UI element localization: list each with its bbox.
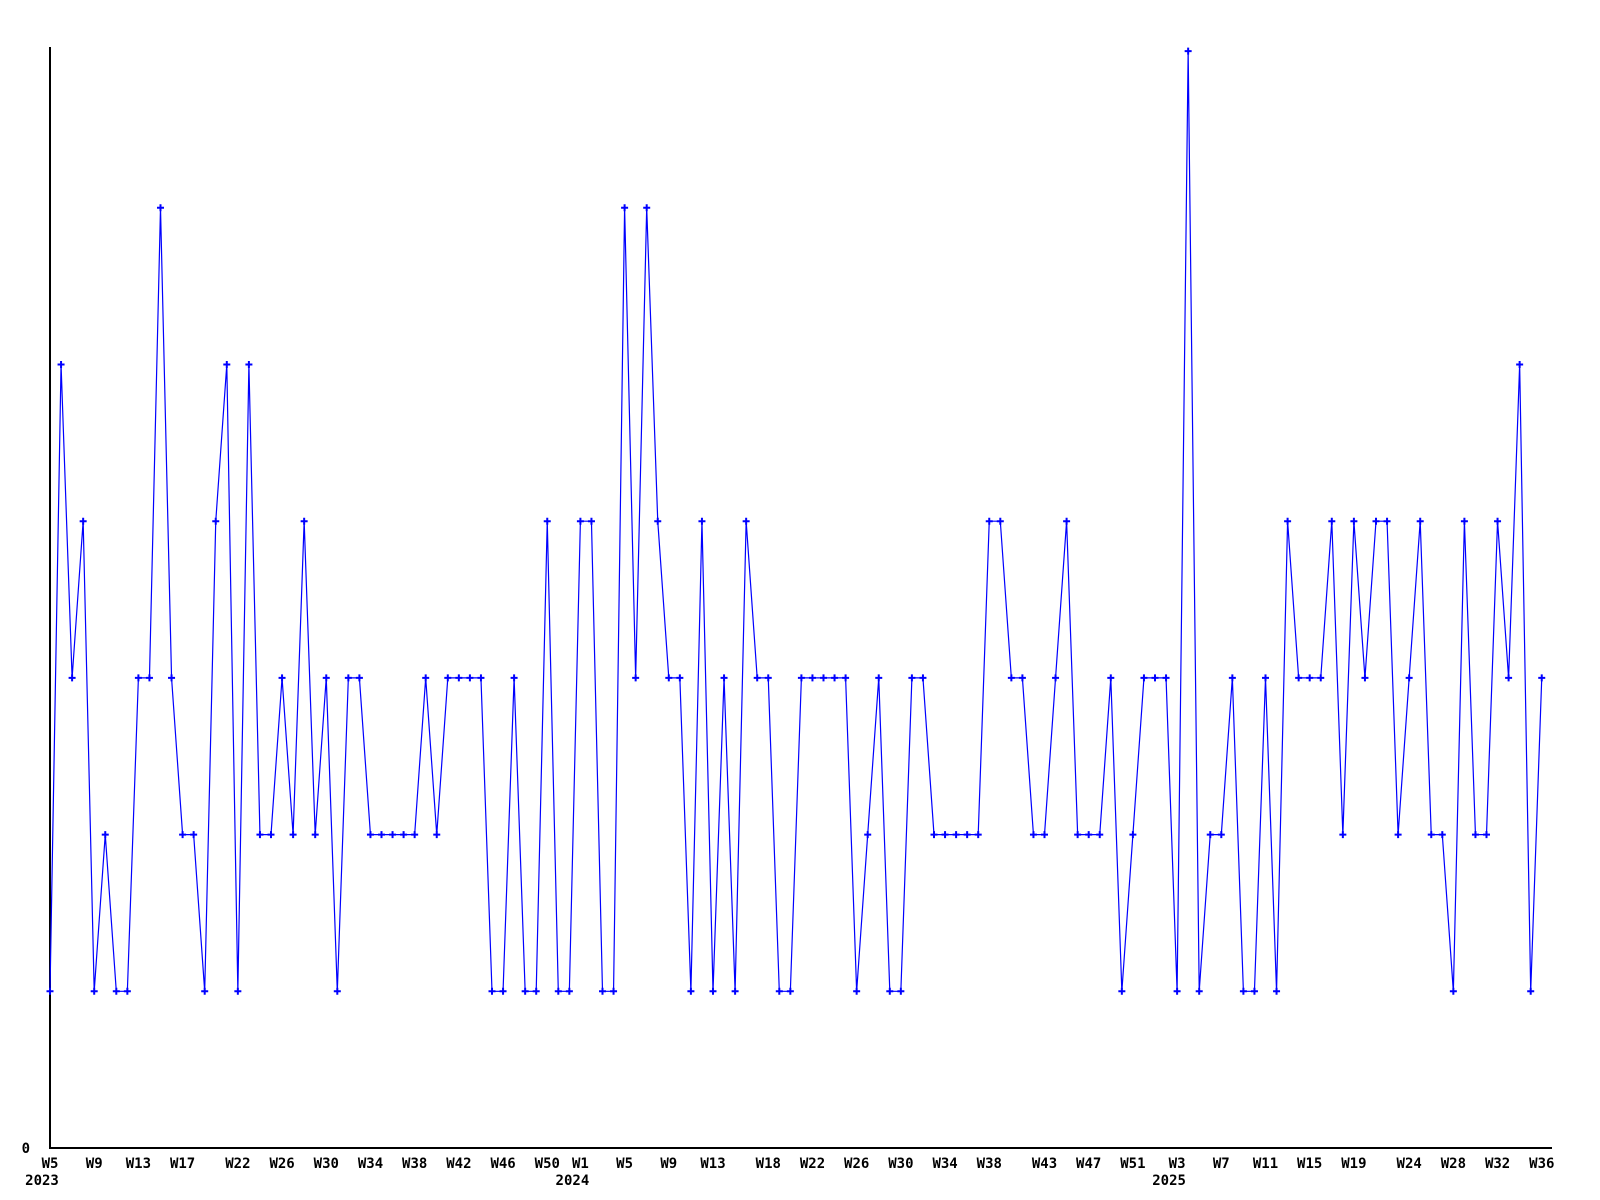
x-tick-label: W38 <box>402 1156 427 1172</box>
x-tick-label: W24 <box>1397 1156 1422 1172</box>
x-tick-label: W1 <box>572 1156 589 1172</box>
x-tick-label: W7 <box>1213 1156 1230 1172</box>
x-tick-label: W22 <box>800 1156 825 1172</box>
x-tick-label: W43 <box>1032 1156 1057 1172</box>
x-tick-label: W22 <box>225 1156 250 1172</box>
x-tick-label: W15 <box>1297 1156 1322 1172</box>
year-label: 2025 <box>1152 1173 1186 1189</box>
x-tick-label: W34 <box>932 1156 957 1172</box>
x-tick-label: W5 <box>616 1156 633 1172</box>
x-tick-label: W38 <box>977 1156 1002 1172</box>
x-tick-label: W3 <box>1169 1156 1186 1172</box>
x-tick-label: W9 <box>86 1156 103 1172</box>
data-point-marker-path <box>46 47 1546 995</box>
x-tick-label: W46 <box>490 1156 515 1172</box>
x-tick-label: W26 <box>269 1156 294 1172</box>
series-polyline <box>49 51 1543 992</box>
x-tick-label: W42 <box>446 1156 471 1172</box>
x-tick-label: W36 <box>1529 1156 1554 1172</box>
x-tick-label: W17 <box>170 1156 195 1172</box>
year-labels: 2023 2024 2025 <box>25 1173 1186 1189</box>
x-tick-label: W51 <box>1120 1156 1145 1172</box>
x-tick-label: W34 <box>358 1156 383 1172</box>
x-tick-labels: W5 W9 W13 W17 W22 W26 W30 W34 W38 W42 W46 W50 W1 W5 W9… <box>42 1156 1555 1172</box>
x-tick-label: W47 <box>1076 1156 1101 1172</box>
x-tick-label: W13 <box>126 1156 151 1172</box>
y-axis-zero-label: 0 <box>22 1141 30 1157</box>
year-label: 2023 <box>25 1173 59 1189</box>
x-tick-label: W19 <box>1341 1156 1366 1172</box>
x-tick-label: W30 <box>888 1156 913 1172</box>
x-tick-label: W30 <box>314 1156 339 1172</box>
x-tick-label: W50 <box>535 1156 560 1172</box>
data-point-markers <box>46 47 1546 995</box>
x-tick-label: W5 <box>42 1156 59 1172</box>
x-tick-label: W26 <box>844 1156 869 1172</box>
x-tick-label: W13 <box>700 1156 725 1172</box>
x-tick-label: W18 <box>756 1156 781 1172</box>
x-tick-label: W32 <box>1485 1156 1510 1172</box>
series-line <box>49 51 1543 992</box>
x-tick-label: W11 <box>1253 1156 1278 1172</box>
year-label: 2024 <box>556 1173 590 1189</box>
x-tick-label: W9 <box>660 1156 677 1172</box>
x-tick-label: W28 <box>1441 1156 1466 1172</box>
